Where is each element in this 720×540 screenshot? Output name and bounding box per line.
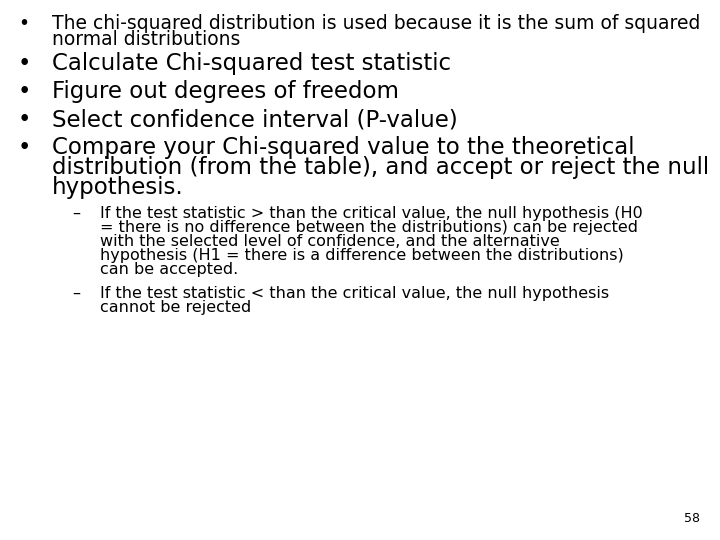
Text: •: • xyxy=(18,15,29,33)
Text: hypothesis (H1 = there is a difference between the distributions): hypothesis (H1 = there is a difference b… xyxy=(100,248,624,263)
Text: with the selected level of confidence, and the alternative: with the selected level of confidence, a… xyxy=(100,234,559,249)
Text: distribution (from the table), and accept or reject the null: distribution (from the table), and accep… xyxy=(52,156,709,179)
Text: –: – xyxy=(72,206,80,221)
Text: •: • xyxy=(18,136,32,159)
Text: •: • xyxy=(18,52,32,75)
Text: normal distributions: normal distributions xyxy=(52,30,240,50)
Text: Calculate Chi-squared test statistic: Calculate Chi-squared test statistic xyxy=(52,52,451,75)
Text: cannot be rejected: cannot be rejected xyxy=(100,300,251,315)
Text: If the test statistic > than the critical value, the null hypothesis (H0: If the test statistic > than the critica… xyxy=(100,206,643,221)
Text: •: • xyxy=(18,108,32,131)
Text: Compare your Chi-squared value to the theoretical: Compare your Chi-squared value to the th… xyxy=(52,136,634,159)
Text: Figure out degrees of freedom: Figure out degrees of freedom xyxy=(52,80,399,103)
Text: can be accepted.: can be accepted. xyxy=(100,262,238,277)
Text: If the test statistic < than the critical value, the null hypothesis: If the test statistic < than the critica… xyxy=(100,286,609,301)
Text: = there is no difference between the distributions) can be rejected: = there is no difference between the dis… xyxy=(100,220,638,235)
Text: –: – xyxy=(72,286,80,301)
Text: •: • xyxy=(18,80,32,103)
Text: The chi-squared distribution is used because it is the sum of squared: The chi-squared distribution is used bec… xyxy=(52,15,701,33)
Text: 58: 58 xyxy=(684,512,700,525)
Text: hypothesis.: hypothesis. xyxy=(52,176,184,199)
Text: Select confidence interval (P-value): Select confidence interval (P-value) xyxy=(52,108,458,131)
